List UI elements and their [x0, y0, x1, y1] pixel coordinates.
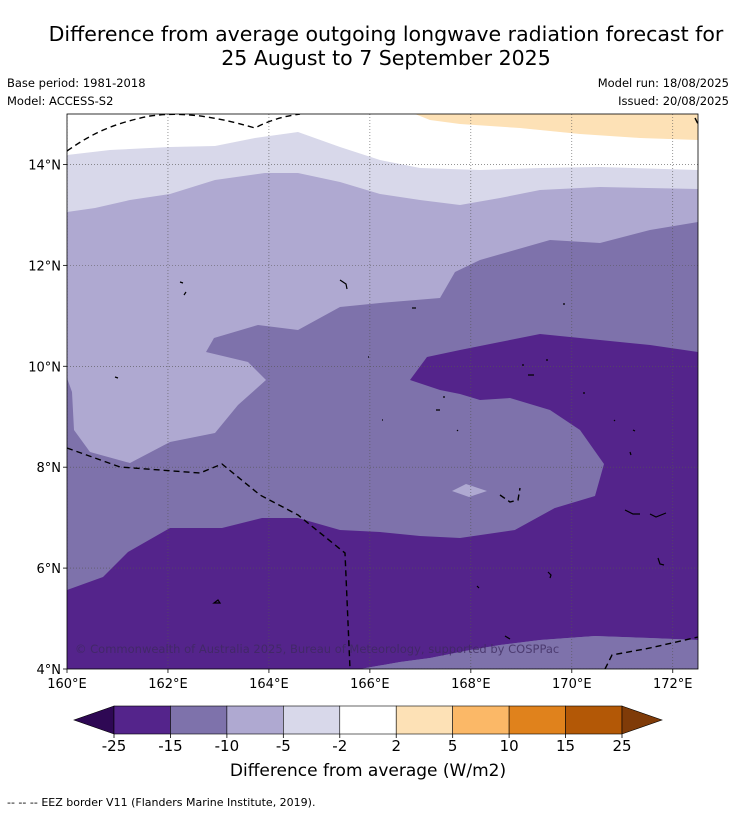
colorbar-extend-high: [621, 705, 663, 735]
contour-minus15-to-minus25-east: [410, 334, 698, 560]
lon-tick-label: 166°E: [350, 677, 390, 692]
colorbar: -25 -15 -10 -5 -2 2 5 10 15 25: [73, 705, 663, 755]
colorbar-segment-6: [452, 705, 510, 735]
chart-title: Difference from average outgoing longwav…: [0, 22, 736, 70]
island-1: [179, 281, 187, 296]
colorbar-segment-3: [283, 705, 341, 735]
lat-tick-label: 12°N: [28, 259, 61, 274]
copyright-text: © Commonwealth of Australia 2025, Bureau…: [75, 642, 559, 656]
meta-left: Base period: 1981-2018 Model: ACCESS-S2: [7, 74, 146, 110]
contour-southeast-strip: [360, 636, 698, 669]
lat-tick-label: 8°N: [37, 461, 62, 476]
eez-legend-label: EEZ border V11 (Flanders Marine Institut…: [41, 796, 316, 809]
colorbar-segment-2: [226, 705, 284, 735]
lon-tick-label: 170°E: [552, 677, 592, 692]
island-13: [368, 303, 565, 589]
colorbar-segment-4: [339, 705, 397, 735]
map-gridlines: [67, 114, 698, 669]
issued-date: Issued: 20/08/2025: [618, 94, 729, 108]
model-name: Model: ACCESS-S2: [7, 94, 114, 108]
colorbar-tick-label: -2: [332, 737, 347, 755]
eez-legend: -- -- -- EEZ border V11 (Flanders Marine…: [7, 796, 315, 809]
title-line-1: Difference from average outgoing longwav…: [48, 22, 724, 46]
colorbar-tick-label: 2: [391, 737, 401, 755]
contour-2-to-5: [415, 114, 698, 140]
eez-border-northeast: [694, 117, 698, 125]
colorbar-segment-7: [508, 705, 566, 735]
island-11: [436, 396, 459, 432]
colorbar-segment-5: [395, 705, 453, 735]
island-10: [522, 359, 548, 376]
colorbar-title: Difference from average (W/m2): [229, 761, 507, 781]
island-2: [339, 279, 348, 290]
colorbar-tick-label: -10: [215, 737, 240, 755]
island-7: [657, 557, 665, 566]
title-line-2: 25 August to 7 September 2025: [221, 46, 551, 70]
lat-tick-label: 14°N: [28, 158, 61, 173]
map-panel: © Commonwealth of Australia 2025, Bureau…: [67, 114, 698, 669]
islands: [114, 279, 667, 640]
contour-light-patch: [452, 484, 487, 497]
model-run-date: Model run: 18/08/2025: [597, 76, 729, 90]
island-9: [504, 635, 511, 640]
colorbar-tick-label: -15: [158, 737, 183, 755]
lon-tick-label: 172°E: [653, 677, 693, 692]
meta-right: Model run: 18/08/2025 Issued: 20/08/2025: [598, 74, 729, 110]
lon-tick-label: 168°E: [451, 677, 491, 692]
base-period: Base period: 1981-2018: [7, 76, 146, 90]
lon-tick-label: 164°E: [249, 677, 289, 692]
contour-minus15-to-minus25-south: [67, 508, 698, 669]
colorbar-tick-label: 10: [500, 737, 519, 755]
island-8: [547, 571, 552, 579]
colorbar-tick-label: 5: [448, 737, 458, 755]
lon-tick-label: 160°E: [47, 677, 87, 692]
lat-tick-label: 4°N: [37, 663, 62, 678]
colorbar-segment-1: [170, 705, 228, 735]
colorbar-tick-label: 25: [612, 737, 631, 755]
eez-borders: [67, 114, 698, 669]
axis-ticks: 160°E 162°E 164°E 166°E 168°E 170°E 172°E 4°N 6°…: [28, 158, 692, 692]
colorbar-tick-label: 15: [556, 737, 575, 755]
colorbar-segment-8: [565, 705, 623, 735]
map-frame: [66, 113, 699, 670]
colorbar-segment-0: [113, 705, 171, 735]
eez-border-west: [67, 447, 351, 669]
island-6: [624, 509, 667, 518]
eez-border-southeast: [604, 636, 698, 669]
island-4: [114, 376, 119, 379]
lon-tick-label: 162°E: [148, 677, 188, 692]
lat-tick-label: 10°N: [28, 360, 61, 375]
island-5: [212, 599, 222, 604]
colorbar-tick-label: -5: [276, 737, 291, 755]
colorbar-tick-label: -25: [102, 737, 127, 755]
lat-tick-label: 6°N: [37, 562, 62, 577]
island-12: [583, 392, 636, 456]
colorbar-extend-low: [73, 705, 115, 735]
eez-legend-symbol: -- -- --: [7, 796, 38, 809]
